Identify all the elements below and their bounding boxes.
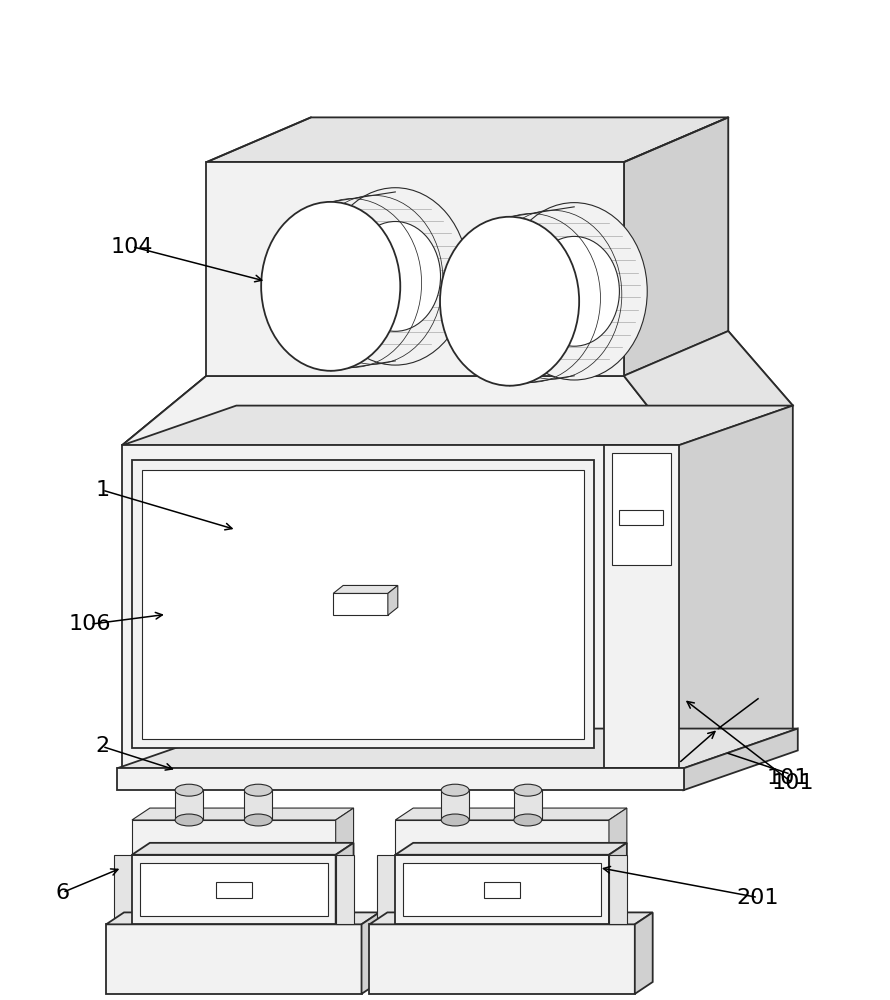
Polygon shape xyxy=(132,460,594,748)
Text: 106: 106 xyxy=(69,614,111,634)
Polygon shape xyxy=(484,882,520,898)
Ellipse shape xyxy=(529,236,619,346)
Polygon shape xyxy=(122,376,678,445)
Ellipse shape xyxy=(350,221,441,331)
Ellipse shape xyxy=(501,203,647,380)
Polygon shape xyxy=(117,729,797,768)
Polygon shape xyxy=(245,790,272,820)
Text: 101: 101 xyxy=(772,773,814,793)
Polygon shape xyxy=(612,453,670,565)
Polygon shape xyxy=(514,790,542,820)
Polygon shape xyxy=(336,855,353,924)
Polygon shape xyxy=(609,808,627,855)
Text: 104: 104 xyxy=(110,237,153,257)
Text: 2: 2 xyxy=(95,736,109,756)
Text: 101: 101 xyxy=(766,768,809,788)
Polygon shape xyxy=(175,790,203,820)
Polygon shape xyxy=(377,855,395,924)
Polygon shape xyxy=(635,912,652,994)
Ellipse shape xyxy=(440,217,579,386)
Ellipse shape xyxy=(322,188,468,365)
Polygon shape xyxy=(361,912,379,994)
Polygon shape xyxy=(624,117,728,376)
Ellipse shape xyxy=(175,814,203,826)
Polygon shape xyxy=(333,593,388,615)
Polygon shape xyxy=(678,406,793,768)
Polygon shape xyxy=(140,863,328,916)
Ellipse shape xyxy=(261,202,400,371)
Polygon shape xyxy=(336,843,353,924)
Ellipse shape xyxy=(514,784,542,796)
Polygon shape xyxy=(336,808,353,855)
Ellipse shape xyxy=(175,784,203,796)
Polygon shape xyxy=(237,331,793,406)
Text: 6: 6 xyxy=(55,883,69,903)
Ellipse shape xyxy=(441,784,469,796)
Polygon shape xyxy=(395,855,609,924)
Polygon shape xyxy=(333,585,398,593)
Polygon shape xyxy=(403,863,601,916)
Ellipse shape xyxy=(245,814,272,826)
Polygon shape xyxy=(206,162,624,376)
Polygon shape xyxy=(106,924,361,994)
Polygon shape xyxy=(619,510,663,525)
Polygon shape xyxy=(395,843,627,855)
Polygon shape xyxy=(117,768,684,790)
Polygon shape xyxy=(122,445,678,768)
Polygon shape xyxy=(441,790,469,820)
Ellipse shape xyxy=(514,814,542,826)
Polygon shape xyxy=(142,470,584,739)
Polygon shape xyxy=(684,729,797,790)
Polygon shape xyxy=(122,376,206,445)
Ellipse shape xyxy=(441,814,469,826)
Polygon shape xyxy=(388,585,398,615)
Ellipse shape xyxy=(245,784,272,796)
Polygon shape xyxy=(122,406,793,445)
Polygon shape xyxy=(114,855,132,924)
Polygon shape xyxy=(624,331,793,445)
Polygon shape xyxy=(216,882,252,898)
Polygon shape xyxy=(369,924,635,994)
Polygon shape xyxy=(395,808,627,820)
Text: 201: 201 xyxy=(737,888,780,908)
Polygon shape xyxy=(132,820,336,855)
Polygon shape xyxy=(311,117,728,331)
Polygon shape xyxy=(132,843,353,855)
Text: 1: 1 xyxy=(95,480,109,500)
Polygon shape xyxy=(132,808,353,820)
Polygon shape xyxy=(132,855,336,924)
Polygon shape xyxy=(395,820,609,855)
Polygon shape xyxy=(369,912,652,924)
Polygon shape xyxy=(106,912,379,924)
Polygon shape xyxy=(609,855,627,924)
Polygon shape xyxy=(604,445,678,768)
Polygon shape xyxy=(609,843,627,924)
Polygon shape xyxy=(122,331,311,445)
Polygon shape xyxy=(206,117,728,162)
